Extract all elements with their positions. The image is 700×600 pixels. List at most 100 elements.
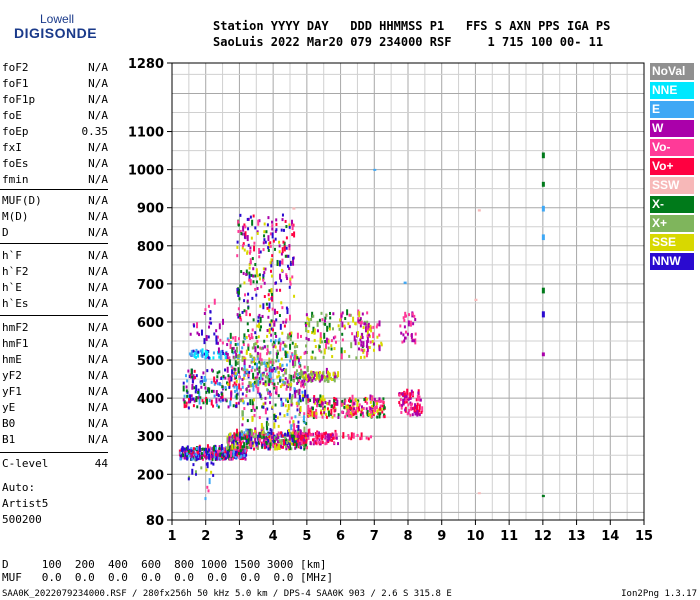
echo-point — [276, 311, 279, 315]
echo-point — [324, 339, 327, 343]
echo-point — [191, 377, 194, 384]
echo-point — [295, 402, 298, 406]
param-name: D — [2, 226, 9, 239]
echo-point — [212, 404, 215, 408]
echo-point — [257, 319, 260, 323]
echo-point — [247, 344, 250, 351]
echo-point — [323, 407, 326, 411]
echo-point — [281, 363, 284, 367]
echo-point — [408, 313, 411, 317]
echo-point — [219, 352, 222, 356]
echo-point — [349, 313, 352, 317]
echo-point — [214, 381, 217, 385]
echo-point — [203, 352, 206, 356]
echo-point — [301, 394, 304, 398]
echo-point — [307, 329, 310, 333]
echo-point — [279, 378, 282, 382]
echo-point — [260, 347, 263, 351]
echo-point — [259, 328, 262, 332]
echo-point — [361, 411, 364, 415]
echo-point — [273, 247, 276, 251]
echo-point — [366, 336, 369, 343]
echo-point — [328, 372, 331, 376]
x-tick-label: 13 — [568, 529, 586, 544]
echo-point — [240, 350, 243, 354]
echo-point — [251, 358, 254, 362]
echo-point — [400, 410, 403, 414]
echo-point — [304, 382, 307, 386]
echo-point — [340, 314, 343, 318]
echo-point — [212, 351, 215, 355]
echo-point — [307, 338, 310, 342]
param-name: foEp — [2, 125, 29, 138]
echo-point — [275, 288, 278, 292]
echo-point — [404, 311, 407, 318]
echo-point — [179, 457, 182, 461]
echo-point — [294, 415, 297, 419]
echo-point — [203, 311, 206, 315]
echo-point — [275, 444, 278, 448]
echo-point — [327, 339, 330, 343]
echo-point — [239, 441, 242, 445]
echo-point — [237, 315, 240, 319]
echo-point — [271, 358, 274, 365]
echo-point — [374, 399, 377, 403]
echo-point — [381, 410, 384, 414]
echo-point — [235, 379, 238, 383]
echo-point — [286, 429, 289, 436]
echo-point — [232, 404, 235, 408]
echo-point — [215, 335, 218, 342]
echo-point — [305, 336, 308, 340]
echo-point — [284, 441, 287, 445]
echo-point — [253, 408, 256, 412]
echo-point — [250, 383, 253, 387]
echo-point — [228, 454, 231, 461]
echo-point — [404, 398, 407, 402]
echo-point — [254, 437, 257, 444]
echo-point — [250, 436, 253, 443]
echo-point — [366, 320, 369, 324]
echo-point — [280, 357, 283, 361]
echo-point — [237, 220, 240, 224]
echo-point — [309, 376, 312, 380]
echo-point — [239, 316, 242, 320]
echo-point — [337, 413, 340, 417]
echo-point — [272, 379, 275, 383]
echo-point — [275, 222, 278, 226]
echo-point — [259, 431, 262, 438]
echo-point — [245, 335, 248, 339]
echo-point — [206, 485, 209, 489]
echo-point — [232, 448, 235, 452]
echo-point — [278, 240, 281, 244]
echo-point — [343, 401, 346, 405]
echo-point — [277, 443, 280, 450]
echo-point — [297, 445, 300, 449]
echo-point — [256, 231, 259, 235]
echo-point — [325, 313, 328, 317]
echo-point — [204, 352, 207, 359]
echo-point — [365, 436, 368, 440]
echo-point — [263, 234, 266, 238]
echo-point — [236, 313, 239, 317]
echo-point — [242, 225, 245, 232]
echo-point — [303, 365, 306, 369]
echo-point — [268, 351, 271, 355]
echo-point — [277, 351, 280, 355]
echo-point — [246, 251, 249, 255]
echo-point — [249, 258, 252, 265]
echo-point — [188, 454, 191, 458]
echo-point — [182, 450, 185, 454]
echo-point — [291, 359, 294, 366]
echo-point — [280, 400, 283, 404]
echo-point — [268, 309, 271, 313]
echo-point — [237, 229, 240, 233]
echo-point — [303, 376, 306, 380]
echo-point — [254, 226, 257, 230]
echo-point — [305, 398, 308, 405]
echo-point — [404, 330, 407, 334]
echo-point — [268, 372, 271, 379]
echo-point — [258, 247, 261, 254]
echo-point — [196, 405, 199, 409]
echo-point — [233, 371, 236, 375]
echo-point — [279, 323, 282, 330]
